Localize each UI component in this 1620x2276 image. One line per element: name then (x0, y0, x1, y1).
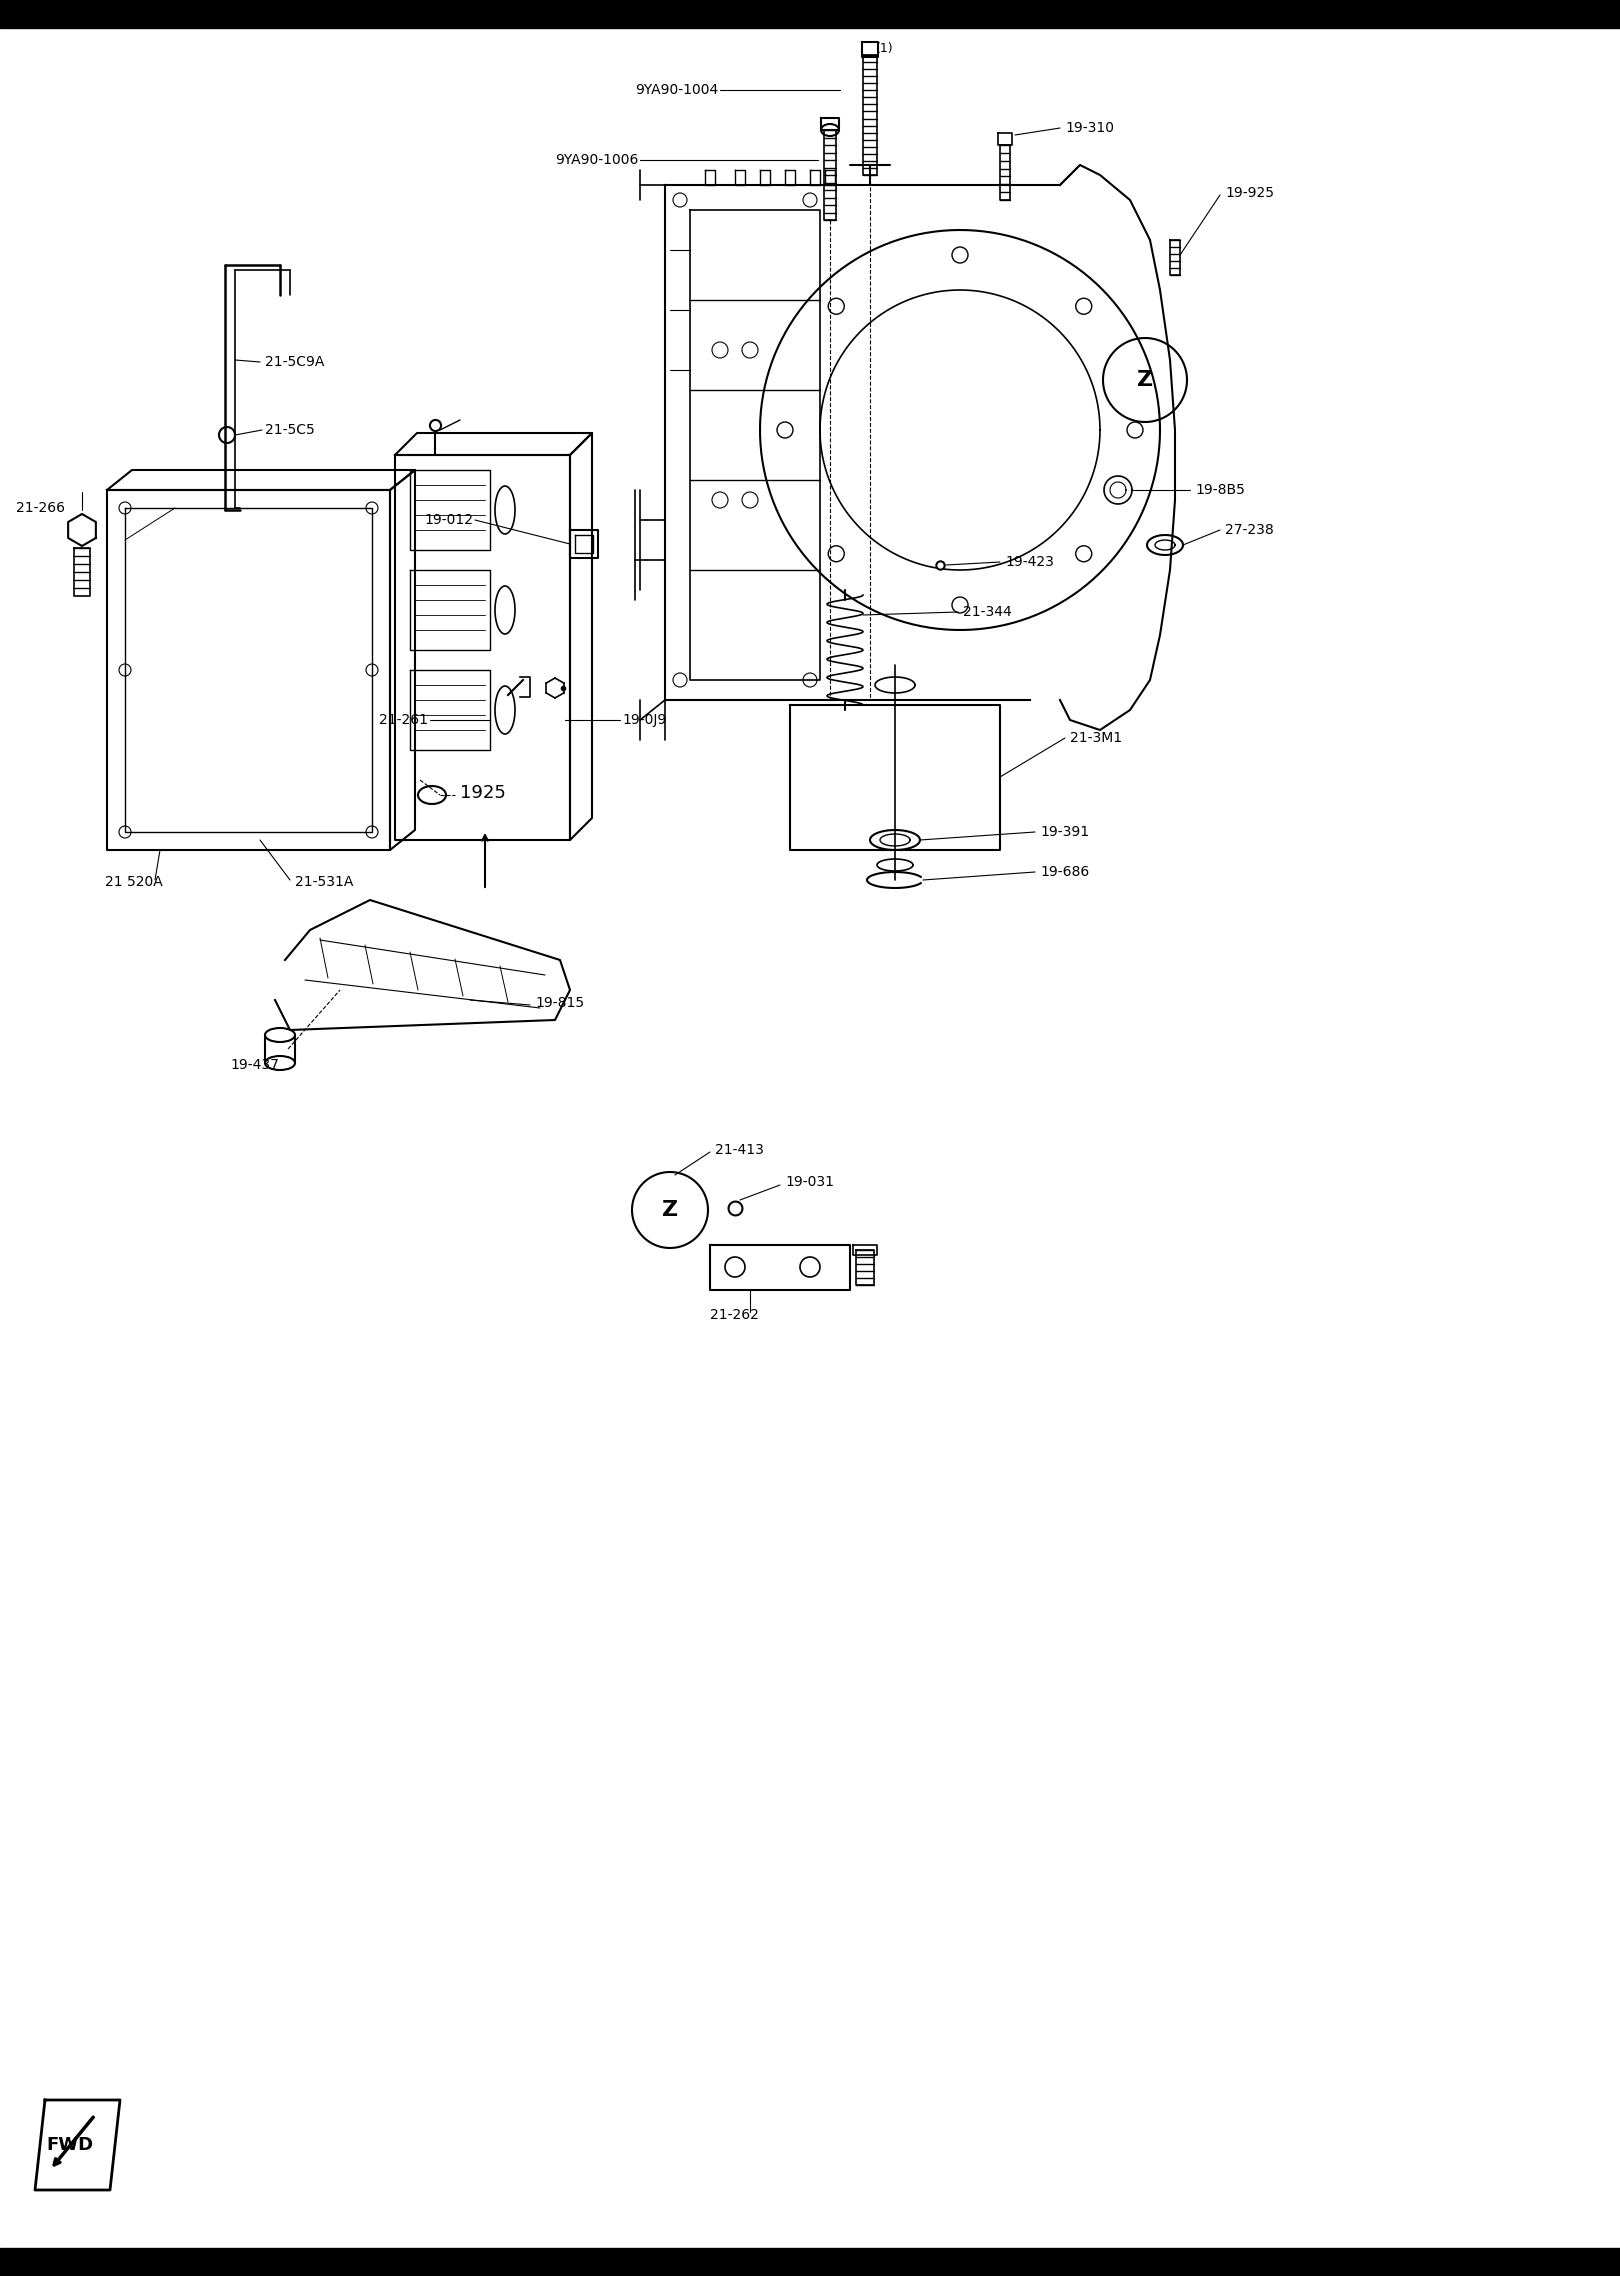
Text: 21-3M1: 21-3M1 (1069, 731, 1123, 744)
Text: 9YA90-1004: 9YA90-1004 (635, 82, 718, 98)
Text: FWD: FWD (47, 2135, 94, 2153)
Text: 21-262: 21-262 (710, 1309, 758, 1322)
Bar (0, 2249, 1620, 2276)
Text: 27-238: 27-238 (1225, 523, 1273, 537)
Text: 21-413: 21-413 (714, 1143, 765, 1156)
Text: 19-310: 19-310 (1064, 121, 1115, 134)
Text: 19-686: 19-686 (1040, 865, 1089, 879)
Text: 21-531A: 21-531A (295, 874, 353, 890)
Text: Z: Z (663, 1199, 679, 1220)
Text: 21-266: 21-266 (16, 501, 65, 514)
Text: 1925: 1925 (460, 783, 505, 801)
Text: 21 520A: 21 520A (105, 874, 162, 890)
Text: 19-437: 19-437 (230, 1058, 279, 1072)
Text: 19-423: 19-423 (1004, 555, 1055, 569)
Text: Z: Z (1137, 371, 1153, 389)
Text: 19-8B5: 19-8B5 (1196, 483, 1244, 496)
Text: 21-5C5: 21-5C5 (266, 423, 314, 437)
Text: (1): (1) (876, 41, 894, 55)
Text: 21-5C9A: 21-5C9A (266, 355, 324, 369)
Text: 19-391: 19-391 (1040, 824, 1089, 840)
Text: 19-031: 19-031 (786, 1174, 834, 1188)
Text: 21-261: 21-261 (379, 712, 428, 726)
Text: 19-012: 19-012 (424, 512, 473, 528)
Text: 21-344: 21-344 (962, 605, 1012, 619)
Text: 19-815: 19-815 (535, 997, 585, 1011)
Bar (0, 0, 1620, 27)
Text: 19-925: 19-925 (1225, 187, 1273, 200)
Text: 9YA90-1006: 9YA90-1006 (554, 152, 638, 166)
Text: 19-0J9: 19-0J9 (622, 712, 666, 726)
